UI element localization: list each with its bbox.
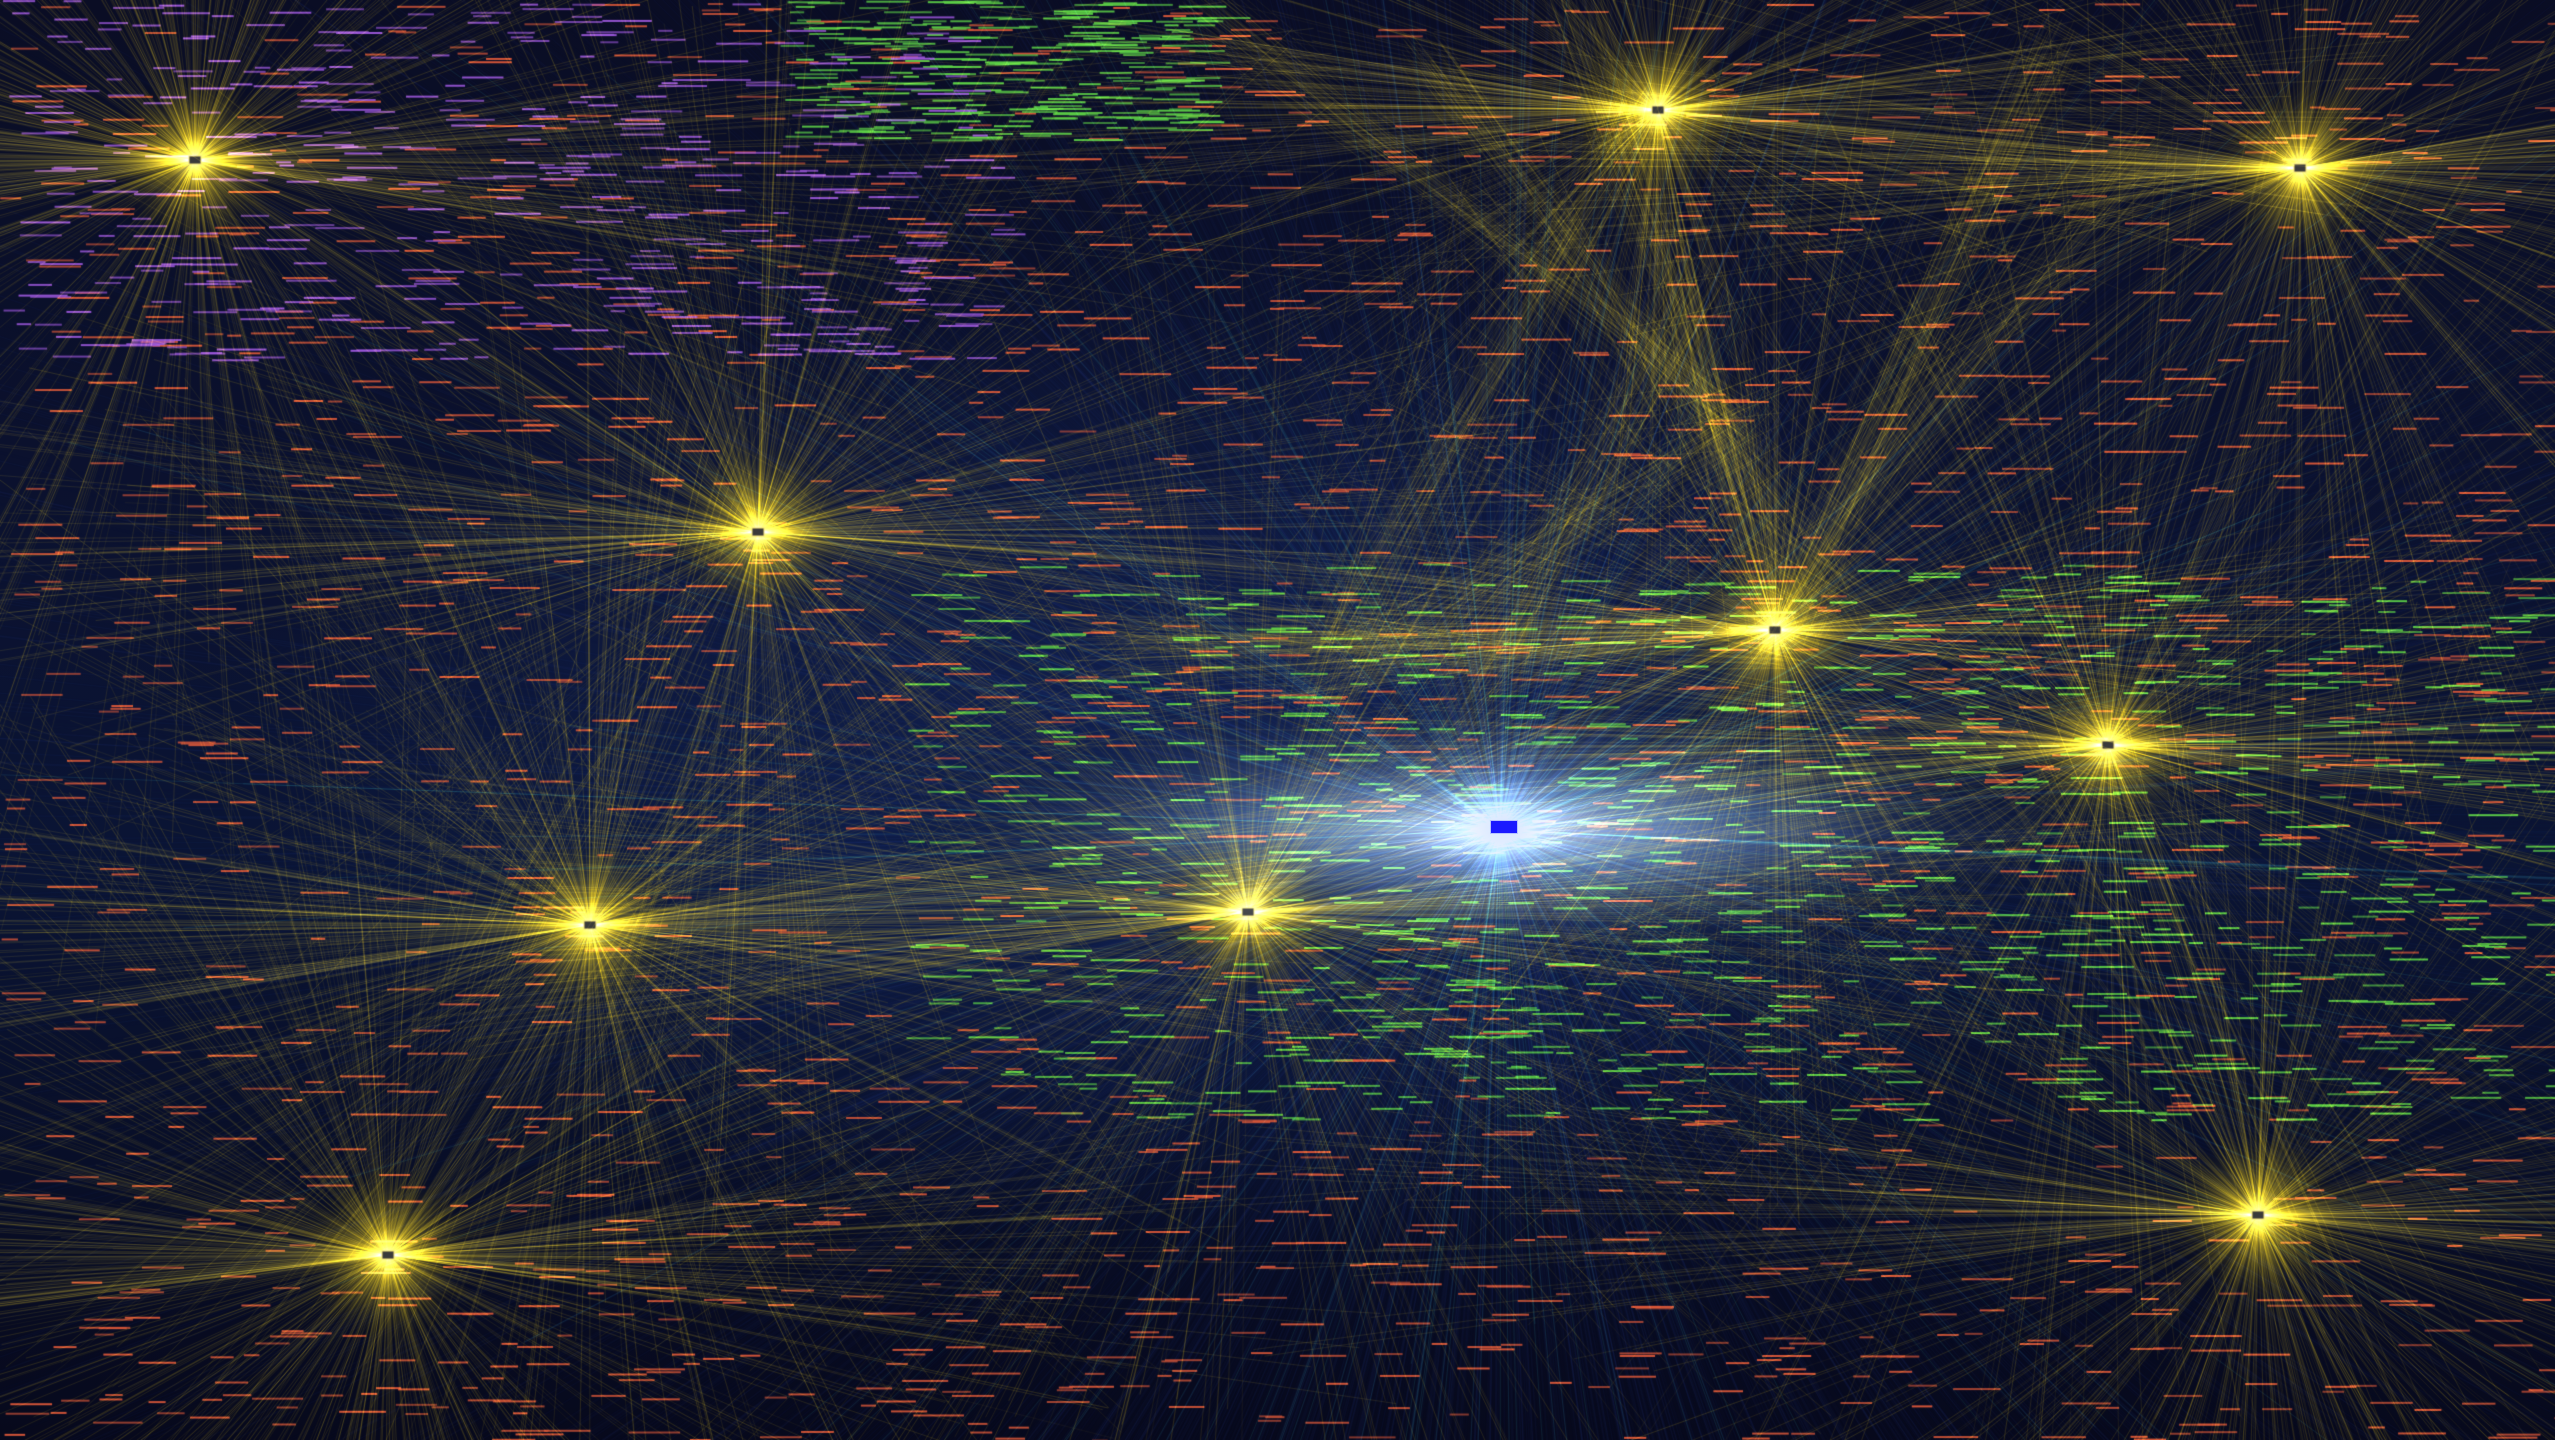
center-node[interactable] xyxy=(1490,820,1518,834)
